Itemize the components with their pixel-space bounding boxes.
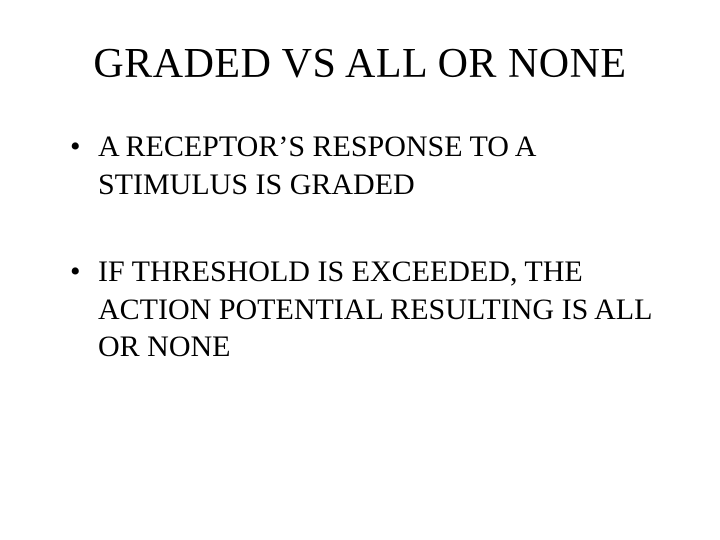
slide-title: GRADED VS ALL OR NONE xyxy=(60,40,660,88)
slide: GRADED VS ALL OR NONE A RECEPTOR’S RESPO… xyxy=(0,0,720,540)
list-item: IF THRESHOLD IS EXCEEDED, THE ACTION POT… xyxy=(70,253,660,366)
bullet-list: A RECEPTOR’S RESPONSE TO A STIMULUS IS G… xyxy=(70,128,660,366)
list-item: A RECEPTOR’S RESPONSE TO A STIMULUS IS G… xyxy=(70,128,660,203)
